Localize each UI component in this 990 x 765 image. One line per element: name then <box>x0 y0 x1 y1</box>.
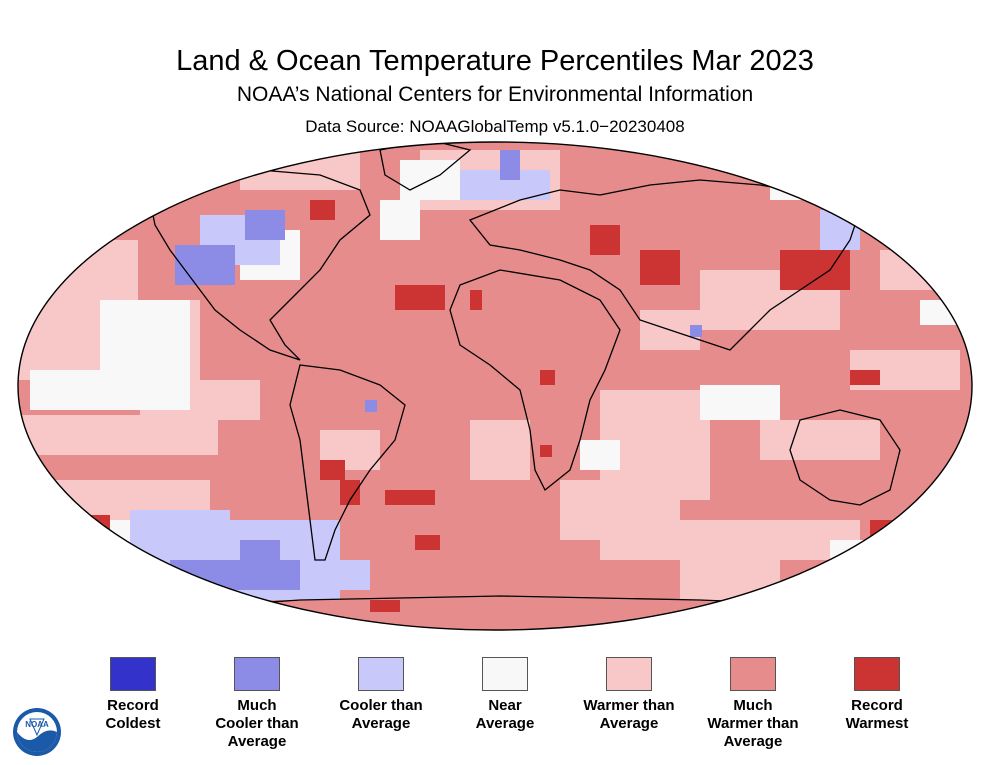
legend-swatch <box>854 657 900 691</box>
map-title: Land & Ocean Temperature Percentiles Mar… <box>176 45 814 77</box>
legend-swatch <box>110 657 156 691</box>
legend-item-warmer: Warmer than Average <box>569 657 689 733</box>
data-source: Data Source: NOAAGlobalTemp v5.1.0−20230… <box>305 117 685 136</box>
legend-swatch <box>606 657 652 691</box>
legend-item-record-warmest: Record Warmest <box>817 657 937 733</box>
globe-outline <box>17 141 973 631</box>
legend-swatch <box>234 657 280 691</box>
legend-label: Much Cooler than Average <box>215 697 299 750</box>
legend-label: Record Warmest <box>845 697 909 732</box>
noaa-logo-icon: NOAA <box>13 708 61 756</box>
legend-item-cooler: Cooler than Average <box>321 657 441 733</box>
legend-item-near-average: Near Average <box>445 657 565 733</box>
legend-label: Warmer than Average <box>583 697 675 732</box>
legend-swatch <box>482 657 528 691</box>
legend-label: Much Warmer than Average <box>707 697 799 750</box>
legend-item-much-cooler: Much Cooler than Average <box>197 657 317 751</box>
much-cooler-regions <box>170 150 702 590</box>
legend-swatch <box>358 657 404 691</box>
legend-label: Cooler than Average <box>339 697 423 732</box>
legend-label: Record Coldest <box>105 697 161 732</box>
coastlines <box>149 142 901 611</box>
legend-item-much-warmer: Much Warmer than Average <box>693 657 813 751</box>
map-subtitle: NOAA’s National Centers for Environmenta… <box>236 83 754 106</box>
legend-swatch <box>730 657 776 691</box>
record-warm-regions <box>70 200 910 612</box>
legend-item-record-coldest: Record Coldest <box>73 657 193 733</box>
legend-label: Near Average <box>475 697 535 732</box>
logo-text: NOAA <box>25 720 49 729</box>
percentile-grid <box>18 142 972 630</box>
